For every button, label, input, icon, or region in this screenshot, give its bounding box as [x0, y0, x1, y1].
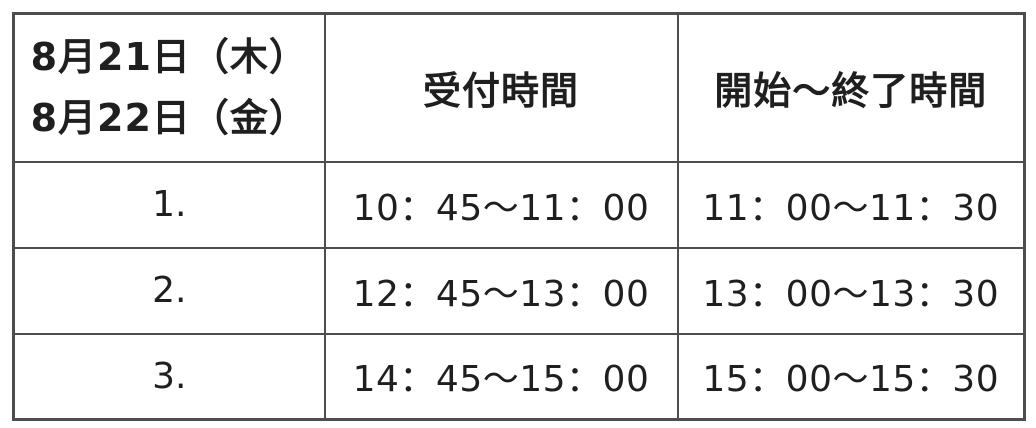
table-row-1: 1. 10：45〜11：00 11：00〜11：30 — [12, 160, 1026, 249]
table-header-row: 8月21日（木） 8月22日（金） 受付時間 開始〜終了時間 — [12, 12, 1026, 163]
reception-time-value: 10：45〜11：00 — [323, 160, 679, 249]
header-cell-dates: 8月21日（木） 8月22日（金） — [12, 12, 326, 163]
start-end-time-value: 11：00〜11：30 — [676, 160, 1026, 249]
header-date-line-2: 8月22日（金） — [30, 95, 308, 140]
row-number: 3. — [12, 332, 326, 421]
reception-time-value: 12：45〜13：00 — [323, 246, 679, 335]
reception-time-value: 14：45〜15：00 — [323, 332, 679, 421]
table-row-2: 2. 12：45〜13：00 13：00〜13：30 — [12, 246, 1026, 335]
schedule-table: 8月21日（木） 8月22日（金） 受付時間 開始〜終了時間 1. 10：45〜… — [12, 12, 1026, 421]
row-number: 2. — [12, 246, 326, 335]
table-row-3: 3. 14：45〜15：00 15：00〜15：30 — [12, 332, 1026, 421]
header-cell-start-end-time: 開始〜終了時間 — [676, 12, 1026, 163]
header-date-line-1: 8月21日（木） — [30, 34, 308, 79]
header-cell-reception-time: 受付時間 — [323, 12, 679, 163]
start-end-time-value: 15：00〜15：30 — [676, 332, 1026, 421]
start-end-time-value: 13：00〜13：30 — [676, 246, 1026, 335]
row-number: 1. — [12, 160, 326, 249]
